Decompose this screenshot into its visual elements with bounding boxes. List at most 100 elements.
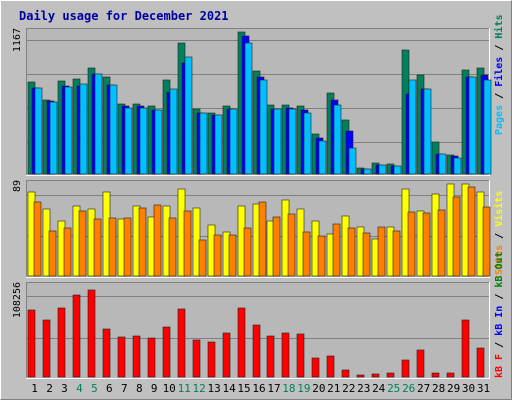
bar-kb-f-day-14 bbox=[222, 332, 231, 378]
bar-kb-f-day-12 bbox=[192, 339, 201, 378]
top-chart-max-label: 1167 bbox=[12, 28, 23, 52]
legend-sep-2: / bbox=[494, 45, 505, 51]
top-legend: Pages / Files / Hits bbox=[493, 15, 505, 136]
bar-sites-day-12 bbox=[198, 239, 207, 277]
legend-sep-5: / bbox=[494, 294, 505, 300]
legend-pages: Pages bbox=[494, 105, 505, 135]
bar-pages-day-25 bbox=[393, 165, 402, 175]
day-label-11: 11 bbox=[178, 382, 191, 395]
bar-sites-day-13 bbox=[213, 234, 222, 277]
bar-kb-f-day-19 bbox=[296, 333, 305, 378]
day-label-5: 5 bbox=[91, 382, 98, 395]
bar-pages-day-22 bbox=[348, 147, 357, 175]
bar-pages-day-13 bbox=[214, 114, 223, 175]
bar-sites-day-22 bbox=[347, 227, 356, 277]
legend-files: Files bbox=[493, 57, 505, 87]
day-label-21: 21 bbox=[327, 382, 340, 395]
bar-sites-day-18 bbox=[287, 213, 296, 277]
bar-sites-day-28 bbox=[437, 209, 446, 277]
day-label-19: 19 bbox=[297, 382, 310, 395]
bar-kb-f-day-1 bbox=[27, 309, 36, 378]
bar-kb-f-day-22 bbox=[341, 369, 350, 378]
legend-hits: Hits bbox=[493, 15, 505, 39]
bar-kb-f-day-24 bbox=[371, 373, 380, 378]
bar-pages-day-19 bbox=[303, 112, 312, 175]
day-label-17: 17 bbox=[267, 382, 280, 395]
day-label-14: 14 bbox=[222, 382, 236, 395]
legend-kb-f: kB F bbox=[494, 354, 505, 378]
bar-kb-f-day-16 bbox=[252, 324, 261, 378]
legend-kb-out: kB Out bbox=[494, 251, 505, 287]
day-label-29: 29 bbox=[447, 382, 460, 395]
bar-kb-f-day-13 bbox=[207, 341, 216, 378]
middle-legend: Sites / Visits bbox=[493, 191, 505, 275]
bar-pages-day-3 bbox=[64, 86, 73, 175]
bar-kb-f-day-28 bbox=[431, 372, 440, 378]
chart-title: Daily usage for December 2021 bbox=[19, 9, 229, 23]
bar-kb-f-day-11 bbox=[177, 308, 186, 378]
bar-sites-day-14 bbox=[228, 234, 237, 277]
bar-pages-day-14 bbox=[229, 108, 238, 175]
bars bbox=[27, 31, 492, 378]
bar-kb-f-day-29 bbox=[446, 372, 455, 378]
bar-pages-day-17 bbox=[273, 108, 282, 175]
day-label-23: 23 bbox=[357, 382, 370, 395]
bar-pages-day-20 bbox=[318, 140, 327, 175]
labels: 1167 89 108256 Pages / Files / Hits Site… bbox=[12, 15, 505, 379]
day-label-20: 20 bbox=[312, 382, 325, 395]
legend-sep-4: / bbox=[494, 342, 505, 348]
bar-sites-day-29 bbox=[452, 196, 461, 277]
bar-pages-day-1 bbox=[34, 87, 43, 175]
bar-sites-day-23 bbox=[362, 232, 371, 277]
bar-sites-day-11 bbox=[183, 210, 192, 277]
bar-sites-day-30 bbox=[467, 186, 476, 277]
bar-pages-day-11 bbox=[184, 56, 193, 175]
day-label-12: 12 bbox=[192, 382, 205, 395]
bar-sites-day-17 bbox=[272, 216, 281, 277]
legend-kb-in: kB In bbox=[494, 306, 505, 336]
day-label-10: 10 bbox=[163, 382, 176, 395]
bar-kb-f-day-3 bbox=[57, 307, 66, 378]
middle-chart-max-label: 89 bbox=[12, 180, 23, 192]
day-label-28: 28 bbox=[432, 382, 445, 395]
bar-sites-day-5 bbox=[93, 218, 102, 277]
day-label-22: 22 bbox=[342, 382, 355, 395]
day-label-8: 8 bbox=[136, 382, 143, 395]
bar-pages-day-5 bbox=[94, 73, 103, 175]
bar-sites-day-19 bbox=[302, 231, 311, 277]
bottom-chart-max-label: 108256 bbox=[12, 282, 23, 318]
bar-pages-day-7 bbox=[124, 107, 133, 175]
bar-kb-f-day-2 bbox=[42, 319, 51, 378]
bar-sites-day-8 bbox=[138, 207, 147, 277]
bar-pages-day-23 bbox=[363, 168, 372, 175]
day-label-16: 16 bbox=[252, 382, 265, 395]
bar-pages-day-29 bbox=[453, 157, 462, 175]
bar-kb-f-day-5 bbox=[87, 289, 96, 378]
bar-kb-f-day-30 bbox=[461, 319, 470, 378]
bar-sites-day-21 bbox=[332, 223, 341, 277]
bar-pages-day-8 bbox=[139, 107, 148, 175]
day-label-25: 25 bbox=[387, 382, 400, 395]
bar-sites-day-31 bbox=[482, 206, 491, 277]
day-label-27: 27 bbox=[417, 382, 430, 395]
day-label-6: 6 bbox=[106, 382, 113, 395]
bar-pages-day-28 bbox=[438, 153, 447, 175]
bar-kb-f-day-23 bbox=[356, 374, 365, 378]
bar-sites-day-15 bbox=[243, 227, 252, 277]
legend-sep-1: / bbox=[494, 93, 505, 99]
bar-pages-day-24 bbox=[378, 164, 387, 175]
bar-sites-day-16 bbox=[258, 201, 267, 277]
bar-kb-f-day-10 bbox=[162, 326, 171, 378]
bar-sites-day-25 bbox=[392, 230, 401, 277]
bar-kb-f-day-7 bbox=[117, 336, 126, 378]
day-label-13: 13 bbox=[207, 382, 220, 395]
bar-pages-day-27 bbox=[423, 88, 432, 175]
bar-pages-day-26 bbox=[408, 79, 417, 175]
bar-kb-f-day-17 bbox=[266, 335, 275, 378]
day-label-7: 7 bbox=[121, 382, 128, 395]
bar-kb-f-day-20 bbox=[311, 357, 320, 378]
bar-sites-day-6 bbox=[108, 217, 117, 277]
day-label-4: 4 bbox=[76, 382, 83, 395]
bar-pages-day-6 bbox=[109, 84, 118, 175]
